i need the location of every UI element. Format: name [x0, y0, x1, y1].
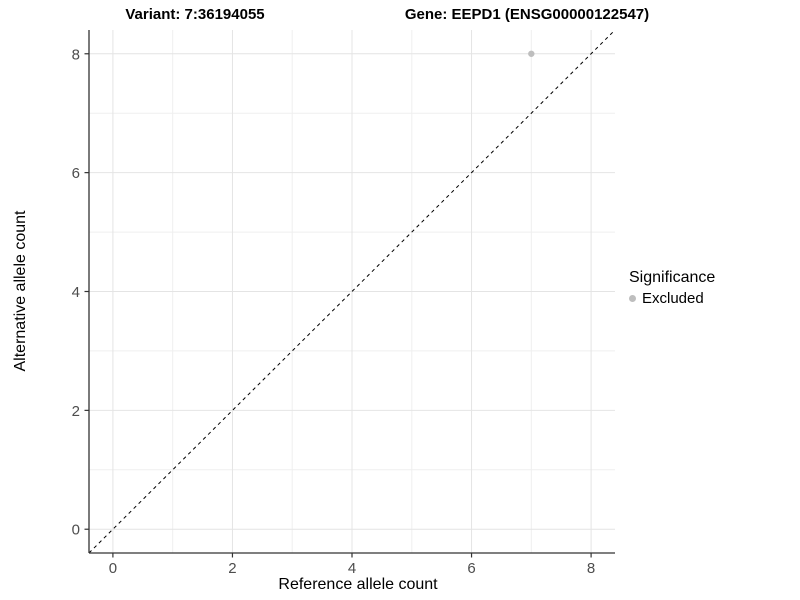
- y-tick-label: 8: [72, 46, 80, 63]
- legend: Significance Excluded: [629, 269, 715, 307]
- x-tick-label: 4: [348, 560, 356, 577]
- legend-dot-icon: [629, 295, 636, 302]
- x-tick-label: 8: [587, 560, 595, 577]
- legend-item-excluded: Excluded: [629, 290, 715, 307]
- legend-title: Significance: [629, 269, 716, 286]
- identity-dashed-line: [88, 29, 616, 554]
- y-tick-label: 2: [72, 403, 80, 420]
- plot-title-gene: Gene: EEPD1 (ENSG00000122547): [404, 6, 650, 23]
- y-tick-label: 0: [72, 522, 80, 539]
- y-tick-label: 6: [72, 165, 80, 182]
- x-tick-label: 2: [228, 560, 236, 577]
- x-tick-label: 6: [467, 560, 475, 577]
- plot-title-variant: Variant: 7:36194055: [125, 6, 265, 23]
- data-point: [528, 50, 535, 57]
- x-axis-title: Reference allele count: [278, 576, 438, 593]
- y-tick-label: 4: [72, 284, 80, 301]
- x-tick-label: 0: [109, 560, 117, 577]
- legend-item-label: Excluded: [642, 290, 704, 307]
